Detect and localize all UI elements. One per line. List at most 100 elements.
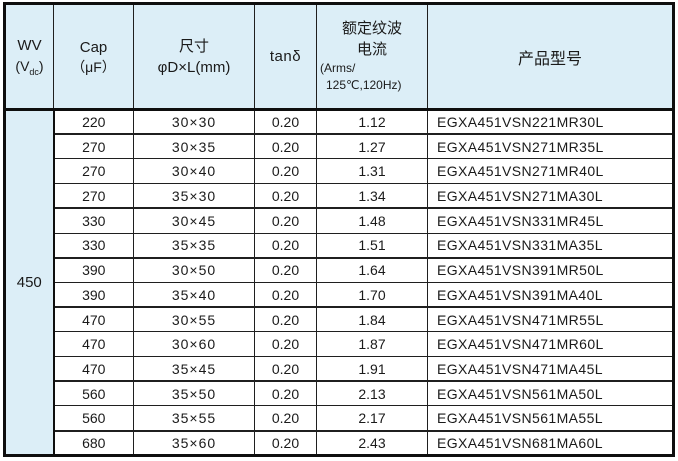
model-cell: EGXA451VSN271MR35L (427, 133, 674, 160)
size-cell: 35×60 (133, 430, 255, 456)
col-header-model: 产品型号 (427, 3, 674, 111)
cap-cell: 560 (53, 380, 134, 407)
model-cell: EGXA451VSN331MR45L (427, 207, 674, 234)
model-header-label: 产品型号 (517, 50, 582, 68)
cap-cell: 680 (53, 430, 134, 456)
model-cell: EGXA451VSN561MA50L (427, 380, 674, 407)
size-cell: 30×40 (133, 158, 255, 185)
table-row: 330 35×35 0.20 1.51 EGXA451VSN331MA35L (5, 232, 674, 259)
model-cell: EGXA451VSN471MR60L (427, 331, 674, 358)
cap-cell: 390 (53, 257, 134, 283)
model-cell: EGXA451VSN331MA35L (427, 232, 674, 259)
wv-header-label: WV (17, 36, 42, 54)
ripple-header-cn-line2: 电流 (356, 40, 387, 58)
size-cell: 30×60 (133, 331, 255, 358)
model-cell: EGXA451VSN391MR50L (427, 257, 674, 283)
col-header-ripple: 额定纹波 电流 (Arms/ 125℃,120Hz) (316, 3, 428, 111)
ripple-cell: 1.27 (316, 133, 428, 160)
ripple-header-cn-line1: 额定纹波 (341, 20, 402, 38)
wv-unit-v: V (20, 57, 30, 74)
cap-cell: 470 (53, 331, 134, 358)
tan-cell: 0.20 (254, 331, 317, 358)
tan-cell: 0.20 (254, 109, 317, 136)
table-row: 390 30×50 0.20 1.64 EGXA451VSN391MR50L (5, 257, 674, 283)
ripple-cell: 1.48 (316, 207, 428, 234)
wv-value-cell: 450 (4, 109, 55, 457)
model-cell: EGXA451VSN471MA45L (427, 356, 674, 383)
table-row: 560 35×50 0.20 2.13 EGXA451VSN561MA50L (5, 380, 674, 407)
model-cell: EGXA451VSN271MR40L (427, 158, 674, 185)
cap-cell: 270 (53, 133, 134, 160)
tan-cell: 0.20 (254, 183, 317, 210)
table-row: 470 30×60 0.20 1.87 EGXA451VSN471MR60L (5, 331, 674, 358)
model-cell: EGXA451VSN471MR55L (427, 306, 674, 333)
tan-cell: 0.20 (254, 281, 317, 309)
ripple-cell: 1.91 (316, 356, 428, 383)
size-cell: 35×40 (133, 281, 255, 309)
cap-cell: 220 (53, 109, 134, 136)
wv-unit-open: ( (15, 57, 21, 74)
ripple-cell: 1.34 (316, 183, 428, 210)
size-cell: 30×45 (133, 207, 255, 234)
size-cell: 35×30 (133, 183, 255, 210)
model-cell: EGXA451VSN391MA40L (427, 281, 674, 309)
model-cell: EGXA451VSN271MA30L (427, 183, 674, 210)
size-header-unit: φD×L(mm) (157, 58, 231, 76)
size-cell: 35×45 (133, 356, 255, 383)
cap-cell: 470 (53, 356, 134, 383)
table-row: 450 220 30×30 0.20 1.12 EGXA451VSN221MR3… (4, 109, 674, 457)
cap-cell: 270 (53, 183, 134, 210)
cap-cell: 330 (53, 207, 134, 234)
tan-cell: 0.20 (254, 207, 317, 234)
header-row: WV (Vdc) Cap （μF） 尺寸 φD×L(mm) tanδ 额定纹波 … (4, 3, 674, 111)
ripple-cell: 1.84 (316, 306, 428, 333)
col-header-size: 尺寸 φD×L(mm) (133, 3, 255, 111)
table-row: 270 35×30 0.20 1.34 EGXA451VSN271MA30L (5, 183, 674, 210)
capacitor-spec-table: WV (Vdc) Cap （μF） 尺寸 φD×L(mm) tanδ 额定纹波 … (3, 2, 675, 457)
tan-cell: 0.20 (254, 430, 317, 456)
cap-header-label: Cap (79, 38, 108, 56)
ripple-cell: 1.87 (316, 331, 428, 358)
tan-cell: 0.20 (254, 158, 317, 185)
table-row: 270 30×35 0.20 1.27 EGXA451VSN271MR35L (5, 133, 674, 160)
ripple-cell: 1.12 (316, 109, 428, 136)
size-header-label: 尺寸 (178, 37, 209, 55)
cap-header-unit: （μF） (71, 59, 116, 76)
ripple-cell: 1.31 (316, 158, 428, 185)
col-header-cap: Cap （μF） (53, 3, 134, 111)
size-cell: 30×30 (133, 109, 255, 136)
size-cell: 35×55 (133, 405, 255, 432)
size-cell: 35×50 (133, 380, 255, 407)
ripple-header-unit-line2: 125℃,120Hz) (326, 77, 402, 92)
col-header-tan: tanδ (254, 3, 317, 111)
tan-cell: 0.20 (254, 133, 317, 160)
cap-cell: 560 (53, 405, 134, 432)
wv-unit-sub: dc (29, 66, 39, 77)
cap-cell: 270 (53, 158, 134, 185)
model-cell: EGXA451VSN221MR30L (427, 109, 674, 136)
cap-cell: 330 (53, 232, 134, 259)
table-row: 560 35×55 0.20 2.17 EGXA451VSN561MA55L (5, 405, 674, 432)
table-row: 470 30×55 0.20 1.84 EGXA451VSN471MR55L (5, 306, 674, 333)
table-row: 470 35×45 0.20 1.91 EGXA451VSN471MA45L (5, 356, 674, 383)
tan-cell: 0.20 (254, 306, 317, 333)
cap-cell: 390 (53, 281, 134, 309)
table-row: 680 35×60 0.20 2.43 EGXA451VSN681MA60L (5, 430, 674, 456)
tan-cell: 0.20 (254, 380, 317, 407)
size-cell: 30×50 (133, 257, 255, 283)
tan-cell: 0.20 (254, 356, 317, 383)
model-cell: EGXA451VSN561MA55L (427, 405, 674, 432)
table-row: 330 30×45 0.20 1.48 EGXA451VSN331MR45L (5, 207, 674, 234)
ripple-cell: 2.43 (316, 430, 428, 456)
wv-header-unit: (Vdc) (6, 57, 53, 78)
tan-cell: 0.20 (254, 232, 317, 259)
size-cell: 30×55 (133, 306, 255, 333)
wv-unit-close: ) (38, 57, 44, 74)
ripple-cell: 1.64 (316, 257, 428, 283)
tan-cell: 0.20 (254, 257, 317, 283)
ripple-header-unit-line1: (Arms/ (320, 60, 356, 75)
ripple-cell: 2.13 (316, 380, 428, 407)
ripple-cell: 2.17 (316, 405, 428, 432)
tan-cell: 0.20 (254, 405, 317, 432)
